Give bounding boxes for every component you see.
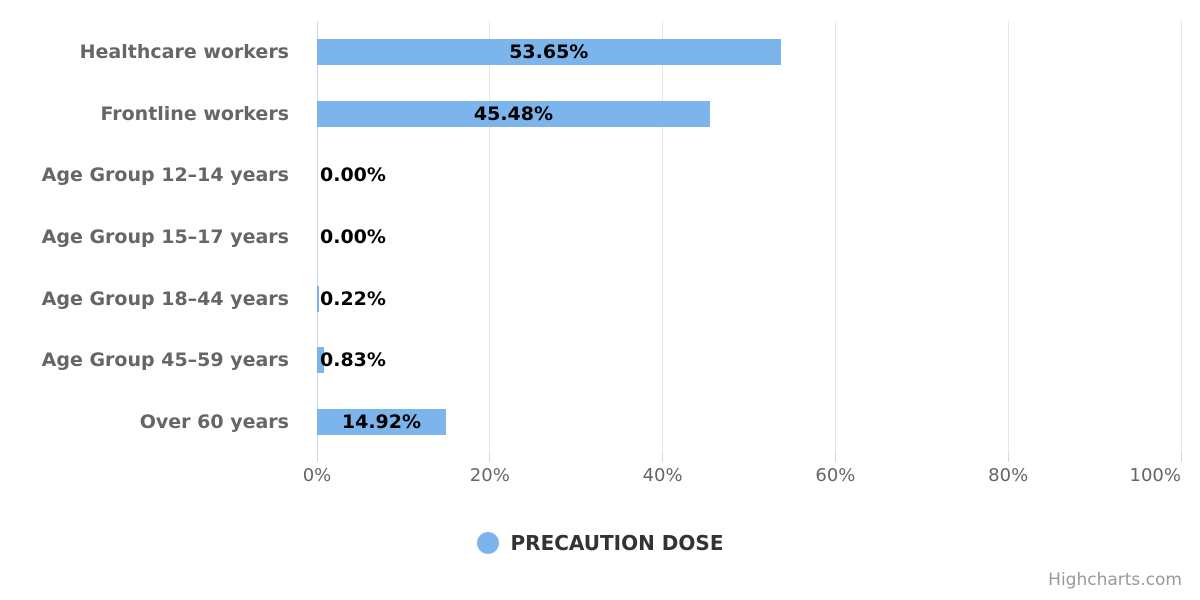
value-label: 0.00% bbox=[320, 164, 386, 187]
category-label: Age Group 45–59 years bbox=[41, 349, 289, 372]
x-axis-label: 100% bbox=[1129, 465, 1181, 486]
bar[interactable] bbox=[317, 409, 446, 436]
value-label: 53.65% bbox=[509, 40, 589, 63]
chart-row: 0.22% bbox=[317, 268, 1181, 330]
category-label: Age Group 18–44 years bbox=[41, 287, 289, 310]
axis-tick bbox=[316, 453, 318, 462]
bar[interactable] bbox=[317, 285, 319, 312]
value-label: 0.00% bbox=[320, 225, 386, 248]
x-axis-label: 0% bbox=[302, 465, 332, 486]
chart-row: 0.83% bbox=[317, 330, 1181, 392]
legend-label: PRECAUTION DOSE bbox=[510, 531, 724, 555]
bar[interactable] bbox=[317, 38, 781, 65]
x-axis-label: 60% bbox=[815, 465, 856, 486]
value-label: 45.48% bbox=[473, 102, 554, 125]
value-label: 14.92% bbox=[341, 411, 422, 434]
gridline bbox=[834, 21, 836, 453]
axis-tick bbox=[489, 453, 491, 462]
gridline bbox=[1180, 21, 1182, 453]
bar[interactable] bbox=[317, 347, 325, 374]
chart-row: 0.00% bbox=[317, 144, 1181, 206]
value-label: 0.83% bbox=[320, 349, 386, 372]
gridline bbox=[489, 21, 491, 453]
axis-tick bbox=[1180, 453, 1182, 462]
category-axis-line bbox=[316, 21, 318, 453]
category-axis: Healthcare workers Frontline workers Age G… bbox=[0, 21, 305, 453]
bar[interactable] bbox=[317, 100, 710, 127]
category-label: Frontline workers bbox=[100, 102, 289, 125]
x-axis-label: 40% bbox=[642, 465, 683, 486]
gridline bbox=[662, 21, 664, 453]
gridline bbox=[1007, 21, 1009, 453]
axis-tick bbox=[1007, 453, 1009, 462]
x-axis-label: 20% bbox=[469, 465, 510, 486]
plot-area: 53.65% 45.48% 0.00% 0.00% 0.22% 0.83% 14.92% bbox=[316, 21, 1182, 462]
category-label: Healthcare workers bbox=[79, 40, 289, 63]
category-label: Age Group 15–17 years bbox=[41, 225, 289, 248]
value-axis-labels: 0% 20% 40% 60% 80% 100% bbox=[303, 465, 1181, 489]
category-label: Over 60 years bbox=[139, 411, 289, 434]
legend-item[interactable]: PRECAUTION DOSE bbox=[0, 531, 1200, 555]
axis-tick bbox=[834, 453, 836, 462]
circle-icon bbox=[476, 532, 499, 554]
x-axis-label: 80% bbox=[988, 465, 1029, 486]
chart-row: 45.48% bbox=[317, 83, 1181, 145]
axis-tick bbox=[662, 453, 664, 462]
chart-row: 14.92% bbox=[317, 391, 1181, 453]
chart-row: 0.00% bbox=[317, 206, 1181, 268]
value-label: 0.22% bbox=[320, 287, 386, 310]
category-label: Age Group 12–14 years bbox=[41, 164, 289, 187]
chart-row: 53.65% bbox=[317, 21, 1181, 83]
highcharts-credits-link[interactable]: Highcharts.com bbox=[1048, 570, 1182, 590]
